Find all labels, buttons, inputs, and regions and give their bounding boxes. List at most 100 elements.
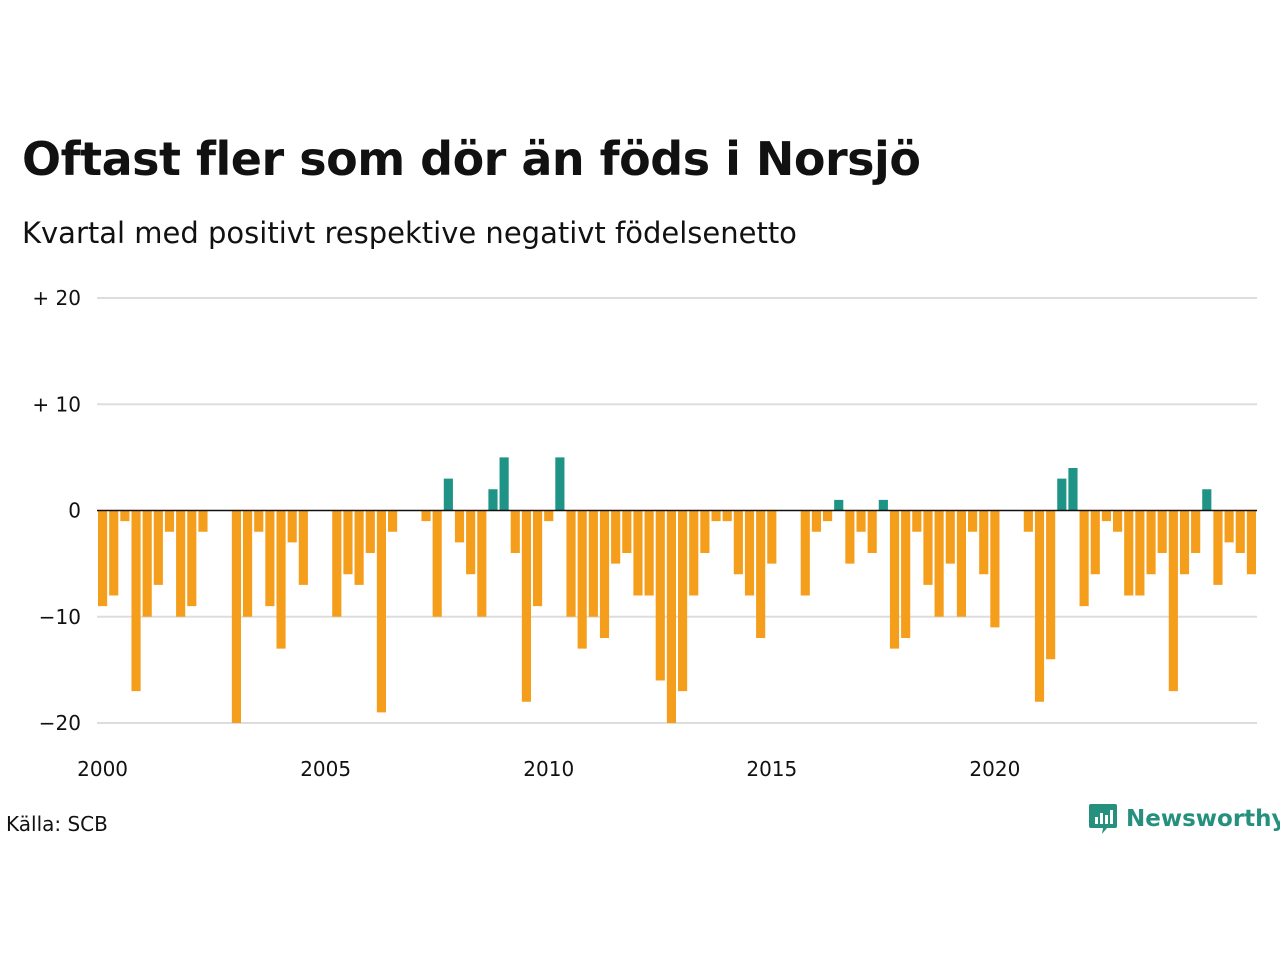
y-tick-label: 0 <box>68 499 81 523</box>
bar-negative <box>1168 510 1178 692</box>
bar-negative <box>1213 510 1223 585</box>
bar-negative <box>867 510 877 553</box>
bar-negative <box>254 510 264 532</box>
bar-negative <box>332 510 342 617</box>
source-note: Källa: SCB <box>6 812 108 836</box>
bar-negative <box>120 510 130 522</box>
bar-negative <box>1135 510 1145 596</box>
bar-positive <box>1202 489 1212 511</box>
gridlines <box>97 297 1257 724</box>
bar-negative <box>521 510 531 702</box>
brand-name: Newsworthy <box>1126 806 1280 832</box>
bar-negative <box>800 510 810 596</box>
bar-negative <box>990 510 1000 628</box>
bar-negative <box>1224 510 1234 543</box>
bar-chart: + 20 + 10 0 −10 −20 2000 2005 2010 2015 2020 <box>32 286 1257 781</box>
bar-negative <box>756 510 766 638</box>
bar-negative <box>611 510 621 564</box>
bar-positive <box>1057 478 1067 511</box>
bar-negative <box>856 510 866 532</box>
bar-negative <box>666 510 676 723</box>
chart-title: Oftast fler som dör än föds i Norsjö <box>22 132 921 186</box>
bar-negative <box>98 510 108 607</box>
bar-negative <box>1191 510 1201 553</box>
bar-negative <box>566 510 576 617</box>
bar-negative <box>700 510 710 553</box>
bar-negative <box>176 510 186 617</box>
bar-negative <box>388 510 398 532</box>
bar-negative <box>889 510 900 649</box>
bar-negative <box>711 510 721 522</box>
bar-positive <box>834 499 844 511</box>
bar-negative <box>945 510 955 564</box>
bar-negative <box>1101 510 1111 522</box>
bar-negative <box>1090 510 1100 575</box>
bar-negative <box>845 510 855 564</box>
bar-negative <box>1113 510 1123 532</box>
y-tick-label: −10 <box>39 605 81 629</box>
brand-logo: Newsworthy <box>1088 802 1280 836</box>
bar-negative <box>923 510 933 585</box>
bar-negative <box>276 510 286 649</box>
bar-negative <box>131 510 141 692</box>
bar-negative <box>343 510 353 575</box>
newsworthy-logo-icon <box>1089 804 1117 834</box>
x-tick-label: 2005 <box>300 757 351 781</box>
bar-negative <box>678 510 688 692</box>
bar-positive <box>443 478 453 511</box>
bar-negative <box>744 510 755 596</box>
bar-negative <box>622 510 632 553</box>
bar-negative <box>109 510 119 596</box>
bar-negative <box>633 510 643 596</box>
bar-negative <box>454 510 465 543</box>
bar-negative <box>365 510 375 553</box>
bar-negative <box>466 510 476 575</box>
bar-negative <box>733 510 743 575</box>
x-tick-label: 2020 <box>969 757 1020 781</box>
bar-negative <box>1246 510 1256 575</box>
bar-negative <box>544 510 554 522</box>
bar-positive <box>499 457 509 511</box>
bar-negative <box>767 510 777 564</box>
bar-negative <box>599 510 610 638</box>
x-tick-label: 2015 <box>746 757 797 781</box>
bar-negative <box>231 510 241 723</box>
bar-negative <box>1179 510 1190 575</box>
bar-negative <box>1235 510 1245 553</box>
bar-negative <box>243 510 253 617</box>
bar-negative <box>588 510 598 617</box>
bar-negative <box>265 510 275 607</box>
bar-negative <box>153 510 163 585</box>
bar-negative <box>912 510 922 532</box>
bar-positive <box>488 489 498 511</box>
bar-positive <box>878 499 888 511</box>
y-axis-labels: + 20 + 10 0 −10 −20 <box>32 286 81 735</box>
bar-negative <box>968 510 978 532</box>
bar-negative <box>187 510 197 607</box>
bar-negative <box>164 510 175 532</box>
x-tick-label: 2010 <box>523 757 574 781</box>
bar-negative <box>1079 510 1089 607</box>
bar-negative <box>811 510 821 532</box>
bar-positive <box>1068 468 1078 511</box>
bar-negative <box>956 510 966 617</box>
bar-negative <box>354 510 364 585</box>
bar-negative <box>722 510 732 522</box>
bar-negative <box>1023 510 1033 532</box>
bar-negative <box>1146 510 1156 575</box>
bar-negative <box>577 510 587 649</box>
bar-negative <box>198 510 208 532</box>
bar-negative <box>934 510 944 617</box>
bar-negative <box>421 510 431 522</box>
bar-negative <box>510 510 520 553</box>
bar-negative <box>142 510 152 617</box>
bar-negative <box>432 510 442 617</box>
bar-negative <box>979 510 989 575</box>
bar-negative <box>1157 510 1167 553</box>
bar-negative <box>689 510 699 596</box>
bar-negative <box>477 510 487 617</box>
bar-negative <box>655 510 665 681</box>
x-tick-label: 2000 <box>77 757 128 781</box>
bar-negative <box>644 510 654 596</box>
bar-negative <box>1124 510 1134 596</box>
